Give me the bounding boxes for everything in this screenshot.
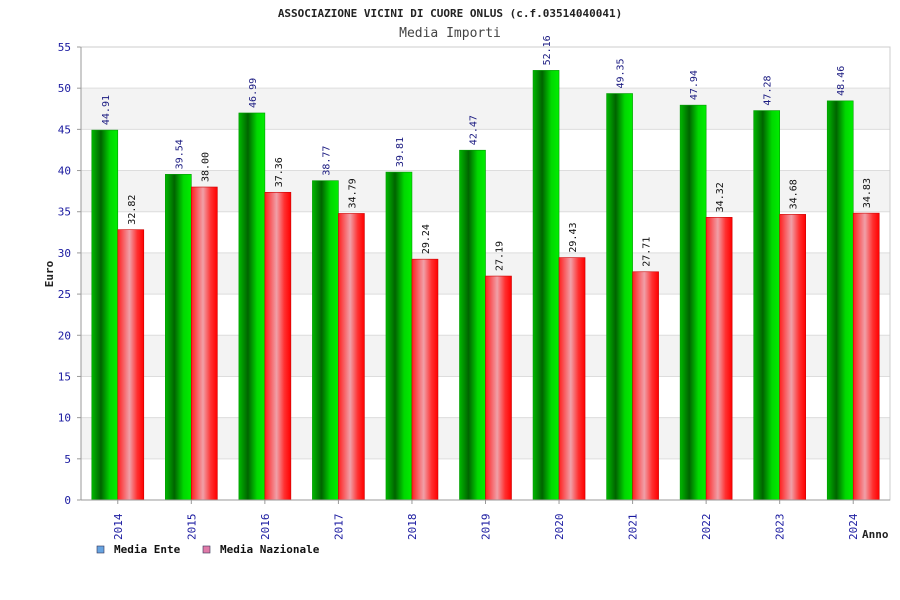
bar-ente: [238, 112, 266, 501]
bar-ente: [753, 110, 780, 501]
x-axis-label: Anno: [862, 528, 889, 541]
y-tick-label: 55: [58, 41, 71, 54]
data-label-ente: 52.16: [542, 35, 553, 65]
y-axis-label: Euro: [43, 260, 56, 287]
legend-label-nazionale: Media Nazionale: [220, 543, 320, 556]
data-label-ente: 39.54: [174, 139, 185, 169]
bar-ente: [606, 93, 633, 501]
axes: 0 5 10 15 20 25 30 35 40 45 50 55 2014 2015 2016 2017 20…: [58, 41, 891, 541]
y-tick-label: 10: [58, 412, 71, 425]
data-label-nazionale: 29.43: [568, 222, 579, 252]
x-tick-label: 2021: [627, 514, 640, 541]
bar-ente: [679, 104, 707, 501]
bar-nazionale: [411, 258, 439, 501]
data-label-ente: 49.35: [616, 58, 627, 88]
data-label-nazionale: 34.68: [789, 179, 800, 209]
data-label-ente: 38.77: [321, 146, 332, 176]
bar-nazionale: [117, 229, 145, 501]
y-tick-label: 40: [58, 165, 71, 178]
x-tick-label: 2016: [259, 514, 272, 541]
x-tick-label: 2018: [406, 514, 419, 541]
legend-label-ente: Media Ente: [114, 543, 181, 556]
y-tick-label: 20: [58, 329, 71, 342]
legend-swatch-ente: [96, 545, 105, 554]
bar-nazionale: [852, 212, 880, 501]
x-tick-label: 2017: [332, 514, 345, 541]
bar-ente: [165, 174, 192, 501]
bar-nazionale: [485, 275, 512, 501]
data-label-ente: 39.81: [395, 137, 406, 167]
y-tick-label: 25: [58, 288, 71, 301]
data-label-ente: 47.28: [763, 75, 774, 105]
x-tick-label: 2020: [553, 514, 566, 541]
y-tick-label: 50: [58, 82, 71, 95]
y-tick-label: 45: [58, 123, 71, 136]
data-label-nazionale: 32.82: [127, 195, 138, 225]
x-tick-label: 2014: [112, 513, 125, 540]
grid-band: [81, 47, 890, 89]
x-tick-label: 2023: [774, 514, 787, 541]
bar-nazionale: [779, 214, 806, 501]
data-label-ente: 46.99: [248, 78, 259, 108]
data-label-nazionale: 27.19: [495, 241, 506, 271]
x-tick-label: 2022: [700, 514, 713, 541]
bar-ente: [91, 129, 119, 501]
y-tick-label: 0: [64, 494, 71, 507]
chart-title: ASSOCIAZIONE VICINI DI CUORE ONLUS (c.f.…: [278, 7, 622, 20]
x-tick-label: 2019: [480, 514, 493, 541]
bar-nazionale: [632, 271, 659, 501]
x-tick-label: 2015: [185, 514, 198, 541]
data-label-nazionale: 29.24: [421, 224, 432, 254]
data-label-nazionale: 37.36: [274, 157, 285, 187]
bar-nazionale: [191, 186, 218, 501]
bar-ente: [826, 100, 854, 501]
data-label-ente: 47.94: [689, 70, 700, 100]
legend: Media Ente Media Nazionale: [96, 543, 320, 556]
data-label-nazionale: 38.00: [200, 152, 211, 182]
y-tick-label: 35: [58, 206, 71, 219]
data-label-nazionale: 34.32: [715, 182, 726, 212]
bar-nazionale: [558, 257, 586, 501]
data-label-nazionale: 34.79: [347, 178, 358, 208]
x-tick-label: 2024: [847, 513, 860, 540]
bar-ente: [532, 70, 560, 501]
bar-ente: [459, 149, 486, 501]
data-label-ente: 42.47: [469, 115, 480, 145]
data-label-nazionale: 34.83: [862, 178, 873, 208]
data-label-ente: 44.91: [101, 95, 112, 125]
data-label-nazionale: 27.71: [642, 237, 653, 267]
y-tick-label: 30: [58, 247, 71, 260]
data-label-ente: 48.46: [836, 66, 847, 96]
y-tick-label: 5: [64, 453, 71, 466]
bar-nazionale: [705, 217, 733, 501]
legend-swatch-nazionale: [202, 545, 211, 554]
y-tick-label: 15: [58, 370, 71, 383]
bar-nazionale: [338, 213, 365, 501]
bar-nazionale: [264, 191, 292, 501]
bar-ente: [385, 171, 413, 501]
chart-subtitle: Media Importi: [399, 26, 501, 41]
bar-ente: [312, 180, 339, 501]
